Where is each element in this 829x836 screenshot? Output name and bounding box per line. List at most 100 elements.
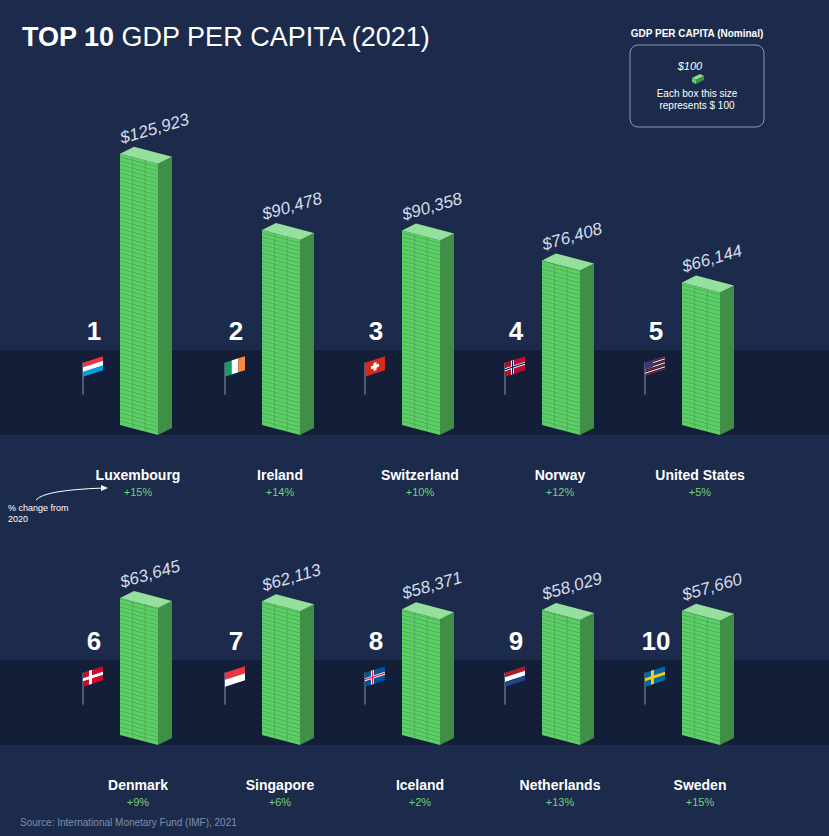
brick-line: [262, 619, 300, 629]
brick-line: [262, 631, 300, 641]
brick-line: [542, 679, 580, 689]
brick-line: [262, 365, 300, 375]
brick-line: [262, 269, 300, 279]
brick-line: [262, 393, 300, 403]
category-label: Netherlands: [520, 777, 601, 793]
brick-line: [402, 417, 440, 427]
brick-line: [120, 679, 158, 689]
brick-line: [120, 201, 158, 211]
brick-line: [120, 361, 158, 371]
change-label: +12%: [546, 486, 575, 498]
brick-line: [120, 695, 158, 705]
brick-line: [120, 401, 158, 411]
flag-part: [645, 666, 665, 686]
category-label: Switzerland: [381, 467, 459, 483]
brick-line: [402, 337, 440, 347]
brick-line: [262, 675, 300, 685]
brick-line: [402, 289, 440, 299]
flag-part: [365, 673, 385, 681]
brick-line: [682, 313, 720, 323]
brick-line: [262, 249, 300, 259]
brick-line: [402, 333, 440, 343]
brick-line: [120, 245, 158, 255]
brick-line: [262, 273, 300, 283]
brick-line: [542, 265, 580, 275]
legend-frame: [630, 45, 764, 127]
flag-part: [645, 672, 665, 681]
rank: 7: [229, 626, 243, 656]
brick-line: [542, 373, 580, 383]
brick-line: [542, 361, 580, 371]
brick-line: [542, 353, 580, 363]
brick-line: [682, 611, 720, 621]
brick-line: [682, 651, 720, 661]
brick-line: [542, 305, 580, 315]
brick-line: [262, 623, 300, 633]
brick-line: [120, 281, 158, 291]
brick-line: [262, 667, 300, 677]
brick-line: [120, 225, 158, 235]
bar-clip: [682, 604, 734, 745]
brick-line: [402, 695, 440, 705]
brick-line: [542, 727, 580, 737]
brick-line: [120, 233, 158, 243]
brick-line: [402, 249, 440, 259]
bar-face-right: [300, 604, 314, 745]
brick-line: [262, 731, 300, 741]
category-label: Norway: [535, 467, 586, 483]
brick-line: [287, 608, 288, 742]
brick-line: [542, 691, 580, 701]
brick-line: [262, 651, 300, 661]
brick-line: [542, 397, 580, 407]
brick-line: [120, 615, 158, 625]
brick-line: [402, 309, 440, 319]
brick-line: [120, 289, 158, 299]
brick-line: [682, 655, 720, 665]
legend-box-icon: [696, 76, 704, 84]
bar-face-right: [720, 286, 734, 436]
brick-line: [120, 337, 158, 347]
brick-line: [120, 273, 158, 283]
brick-line: [120, 671, 158, 681]
rank: 5: [649, 316, 663, 346]
brick-line: [682, 337, 720, 347]
brick-line: [402, 385, 440, 395]
flag-part: [365, 672, 385, 681]
flag: [505, 356, 525, 394]
brick-line: [542, 341, 580, 351]
brick-line: [402, 345, 440, 355]
category-label: Denmark: [108, 777, 168, 793]
brick-line: [542, 631, 580, 641]
change-label: +15%: [124, 486, 153, 498]
flag-part: [225, 673, 245, 686]
bar: [682, 604, 734, 745]
flag-part: [505, 363, 525, 371]
brick-line: [542, 623, 580, 633]
brick-line: [402, 361, 440, 371]
brick-line: [145, 160, 146, 431]
brick-line: [682, 345, 720, 355]
flag-part: [83, 666, 103, 686]
brick-line: [682, 349, 720, 359]
flag: [505, 666, 525, 704]
bar-face-left: [120, 154, 158, 435]
brick-line: [120, 329, 158, 339]
bar-face-top: [120, 147, 172, 164]
bar-clip: [542, 253, 594, 435]
brick-line: [542, 731, 580, 741]
brick-line: [542, 313, 580, 323]
brick-line: [262, 305, 300, 315]
bar-bricks: [120, 157, 172, 432]
flag: [645, 356, 665, 394]
brick-line: [542, 261, 580, 271]
brick-line: [402, 615, 440, 625]
category-label: United States: [655, 467, 745, 483]
brick-line: [402, 397, 440, 407]
flag: [225, 666, 245, 704]
flag-part: [645, 368, 665, 375]
brick-line: [402, 667, 440, 677]
brick-line: [542, 719, 580, 729]
brick-line: [262, 345, 300, 355]
brick-line: [120, 297, 158, 307]
brick-line: [120, 325, 158, 335]
